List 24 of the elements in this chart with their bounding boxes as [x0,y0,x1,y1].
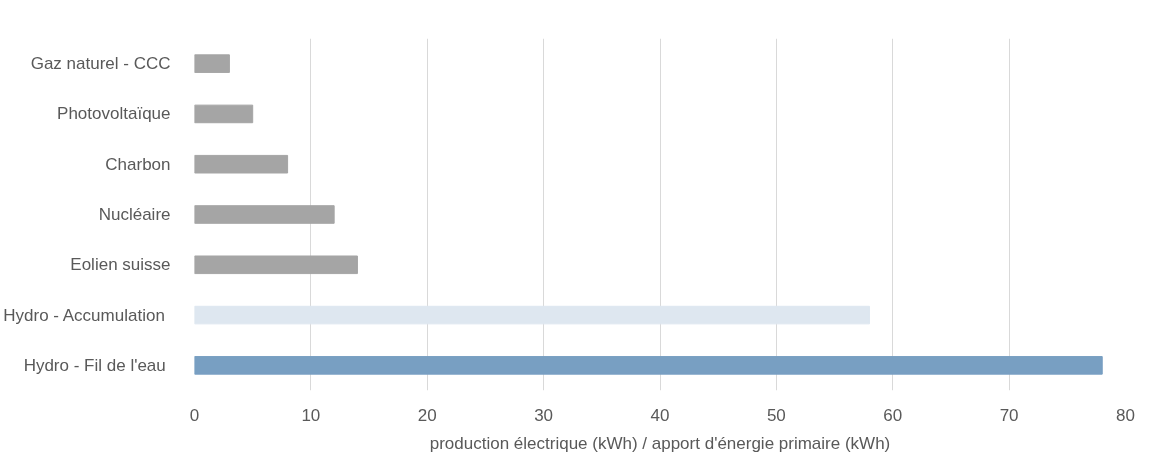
y-tick-label: Nucléaire [98,205,171,224]
x-tick-label: 0 [189,405,200,425]
y-tick-label: Hydro - Fil de l'eau [23,355,166,375]
x-tick-label: 30 [534,405,554,425]
bar [194,154,289,174]
y-tick-label: Gaz naturel - CCC [30,54,171,74]
x-tick-label: 50 [766,405,786,425]
x-tick-label: 80 [1116,405,1135,425]
y-tick-label: Eolien suisse [70,255,171,275]
x-tick-label: 10 [301,405,321,425]
x-tick-label: 20 [417,405,437,425]
bar [194,205,335,224]
x-tick-label: 70 [999,405,1019,425]
y-tick-label: Hydro - Accumulation [3,305,165,325]
y-tick-label: Photovoltaïque [57,104,171,124]
x-axis-title: production électrique (kWh) / apport d'énergie primaire (kWh) [429,433,891,453]
bar [194,255,358,275]
bar [194,54,230,73]
bar [194,104,254,124]
x-tick-label: 40 [650,405,670,425]
bar [194,305,870,325]
y-tick-label: Charbon [105,154,171,174]
x-tick-label: 60 [883,405,903,425]
bar [194,356,1103,375]
